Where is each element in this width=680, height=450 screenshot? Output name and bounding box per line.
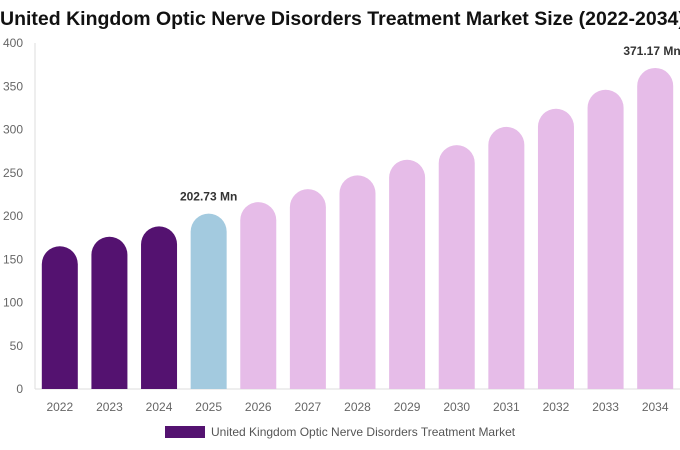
y-tick-label: 50 bbox=[10, 339, 24, 353]
x-tick-label: 2024 bbox=[146, 400, 173, 414]
bar-2029 bbox=[389, 159, 426, 389]
bar-2033 bbox=[587, 89, 624, 389]
y-tick-label: 350 bbox=[3, 79, 23, 93]
y-tick-label: 0 bbox=[16, 382, 23, 396]
legend-label: United Kingdom Optic Nerve Disorders Tre… bbox=[211, 425, 516, 439]
bar-2028 bbox=[339, 175, 376, 389]
bar-2030 bbox=[438, 145, 475, 389]
x-tick-label: 2028 bbox=[344, 400, 371, 414]
y-tick-label: 250 bbox=[3, 166, 23, 180]
data-label-2025: 202.73 Mn bbox=[180, 190, 237, 204]
bar-2032 bbox=[537, 108, 574, 390]
chart-title: United Kingdom Optic Nerve Disorders Tre… bbox=[0, 8, 680, 30]
data-label-2034: 371.17 Mn bbox=[623, 44, 680, 58]
x-tick-label: 2022 bbox=[46, 400, 73, 414]
y-tick-label: 400 bbox=[3, 36, 23, 50]
bar-2024 bbox=[141, 226, 178, 389]
legend-swatch bbox=[165, 426, 205, 438]
bar-2022 bbox=[41, 246, 78, 389]
bar-2034 bbox=[637, 67, 674, 389]
bar-2025 bbox=[190, 213, 227, 389]
bar-2023 bbox=[91, 236, 128, 389]
x-tick-label: 2026 bbox=[245, 400, 272, 414]
x-tick-label: 2033 bbox=[592, 400, 619, 414]
x-tick-label: 2032 bbox=[543, 400, 570, 414]
x-tick-label: 2027 bbox=[295, 400, 322, 414]
x-tick-label: 2025 bbox=[195, 400, 222, 414]
y-tick-label: 100 bbox=[3, 296, 23, 310]
x-tick-label: 2023 bbox=[96, 400, 123, 414]
x-tick-label: 2034 bbox=[642, 400, 669, 414]
x-tick-label: 2030 bbox=[443, 400, 470, 414]
bar-2031 bbox=[488, 126, 525, 389]
bar-2027 bbox=[289, 189, 326, 389]
bar-2026 bbox=[240, 202, 277, 389]
y-tick-label: 150 bbox=[3, 252, 23, 266]
x-tick-label: 2031 bbox=[493, 400, 520, 414]
legend: United Kingdom Optic Nerve Disorders Tre… bbox=[165, 425, 515, 439]
x-tick-label: 2029 bbox=[394, 400, 421, 414]
y-tick-label: 300 bbox=[3, 123, 23, 137]
y-tick-label: 200 bbox=[3, 209, 23, 223]
